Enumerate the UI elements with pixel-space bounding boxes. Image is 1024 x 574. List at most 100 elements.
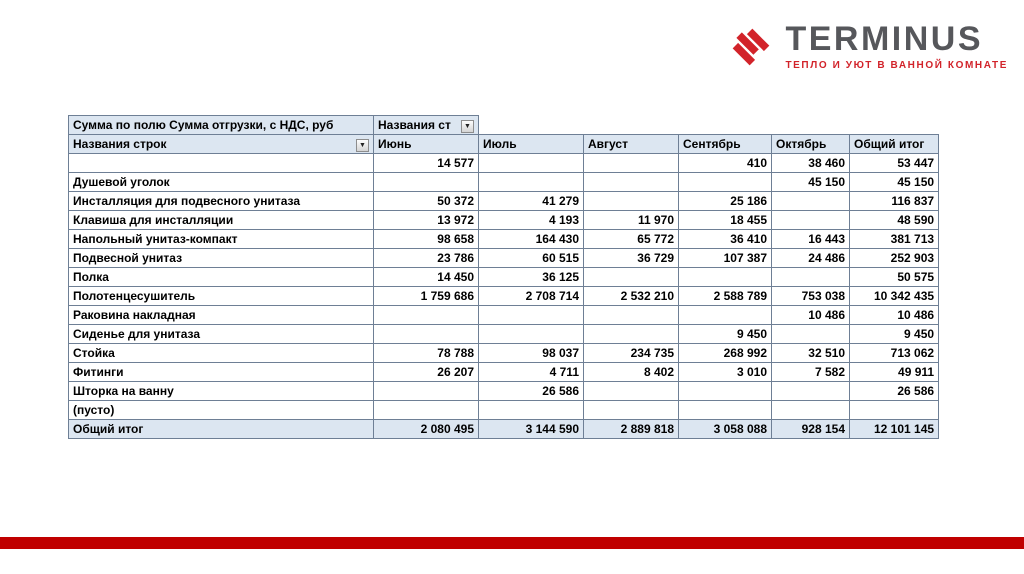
value-cell: 38 460 xyxy=(771,153,850,173)
value-cell xyxy=(583,172,679,192)
value-cell: 98 037 xyxy=(478,343,584,363)
column-header-month: Октябрь xyxy=(771,134,850,154)
data-row: Фитинги 26 207 4 711 8 402 3 010 7 582 49 911 xyxy=(68,362,940,382)
value-cell: 2 080 495 xyxy=(373,419,479,439)
value-cell: 234 735 xyxy=(583,343,679,363)
value-cell xyxy=(771,400,850,420)
column-header-month: Июль xyxy=(478,134,584,154)
data-row: Душевой уголок 45 150 45 150 xyxy=(68,172,940,192)
value-cell xyxy=(373,400,479,420)
data-row: (пусто) xyxy=(68,400,940,420)
column-filter-dropdown-icon[interactable]: ▼ xyxy=(461,119,474,133)
value-cell xyxy=(373,305,479,325)
value-cell: 7 582 xyxy=(771,362,850,382)
column-field-cell: ▼ Названия ст xyxy=(373,115,479,135)
row-label: Полка xyxy=(68,267,374,287)
value-cell: 13 972 xyxy=(373,210,479,230)
value-cell: 78 788 xyxy=(373,343,479,363)
value-cell xyxy=(373,172,479,192)
data-row: Полотенцесушитель 1 759 686 2 708 714 2 532… xyxy=(68,286,940,306)
value-cell xyxy=(478,324,584,344)
value-cell: 14 450 xyxy=(373,267,479,287)
value-cell xyxy=(583,191,679,211)
value-cell xyxy=(583,400,679,420)
brand-tagline: ТЕПЛО И УЮТ В ВАННОЙ КОМНАТЕ xyxy=(785,60,1008,71)
value-cell xyxy=(478,305,584,325)
data-row: Раковина накладная 10 486 10 486 xyxy=(68,305,940,325)
value-cell: 60 515 xyxy=(478,248,584,268)
value-cell xyxy=(678,381,772,401)
value-cell: 36 410 xyxy=(678,229,772,249)
terminus-logo: TERMINUS ТЕПЛО И УЮТ В ВАННОЙ КОМНАТЕ xyxy=(727,22,1008,71)
value-cell xyxy=(678,267,772,287)
row-label: Шторка на ванну xyxy=(68,381,374,401)
row-label: Подвесной унитаз xyxy=(68,248,374,268)
value-cell: 50 575 xyxy=(848,267,940,287)
value-cell xyxy=(583,267,679,287)
row-label: Фитинги xyxy=(68,362,374,382)
column-field-label: Названия ст xyxy=(378,117,451,132)
value-cell: 3 058 088 xyxy=(678,419,772,439)
value-cell xyxy=(373,324,479,344)
empty-area xyxy=(479,116,939,135)
value-cell: 1 759 686 xyxy=(373,286,479,306)
value-cell xyxy=(771,324,850,344)
logo-text: TERMINUS ТЕПЛО И УЮТ В ВАННОЙ КОМНАТЕ xyxy=(785,22,1008,71)
column-header-month: Сентябрь xyxy=(678,134,772,154)
value-cell: 8 402 xyxy=(583,362,679,382)
brand-name: TERMINUS xyxy=(785,20,984,58)
column-header-month: Август xyxy=(583,134,679,154)
value-cell xyxy=(478,172,584,192)
value-cell: 10 486 xyxy=(771,305,850,325)
value-cell: 26 207 xyxy=(373,362,479,382)
value-cell: 16 443 xyxy=(771,229,850,249)
value-cell xyxy=(583,305,679,325)
value-cell: 381 713 xyxy=(848,229,940,249)
row-field-label: Названия строк xyxy=(73,136,167,151)
value-cell xyxy=(373,381,479,401)
grand-total-row: Общий итог 2 080 495 3 144 590 2 889 818 3 0… xyxy=(68,419,940,439)
value-cell: 65 772 xyxy=(583,229,679,249)
value-cell: 12 101 145 xyxy=(848,419,940,439)
row-label: (пусто) xyxy=(68,400,374,420)
value-cell: 41 279 xyxy=(478,191,584,211)
value-cell xyxy=(678,172,772,192)
value-cell: 49 911 xyxy=(848,362,940,382)
value-cell: 2 588 789 xyxy=(678,286,772,306)
data-row: Напольный унитаз-компакт 98 658 164 430 65 … xyxy=(68,229,940,249)
value-cell xyxy=(771,191,850,211)
row-label: Напольный унитаз-компакт xyxy=(68,229,374,249)
data-row: Клавиша для инсталляции 13 972 4 193 11 970… xyxy=(68,210,940,230)
value-cell: 928 154 xyxy=(771,419,850,439)
data-row: Шторка на ванну 26 586 26 586 xyxy=(68,381,940,401)
value-cell xyxy=(771,210,850,230)
value-cell xyxy=(583,324,679,344)
value-cell: 98 658 xyxy=(373,229,479,249)
row-label: Душевой уголок xyxy=(68,172,374,192)
value-cell: 24 486 xyxy=(771,248,850,268)
row-filter-dropdown-icon[interactable]: ▼ xyxy=(356,138,369,152)
value-cell xyxy=(678,305,772,325)
row-label: Клавиша для инсталляции xyxy=(68,210,374,230)
value-cell: 36 729 xyxy=(583,248,679,268)
value-cell: 116 837 xyxy=(848,191,940,211)
value-cell xyxy=(583,153,679,173)
data-row: Стойка 78 788 98 037 234 735 268 992 32 510 71… xyxy=(68,343,940,363)
data-row: Полка 14 450 36 125 50 575 xyxy=(68,267,940,287)
value-cell: 53 447 xyxy=(848,153,940,173)
value-cell: 18 455 xyxy=(678,210,772,230)
value-cell: 36 125 xyxy=(478,267,584,287)
value-cell: 25 186 xyxy=(678,191,772,211)
value-cell: 164 430 xyxy=(478,229,584,249)
value-cell xyxy=(771,267,850,287)
value-cell: 2 889 818 xyxy=(583,419,679,439)
value-cell: 268 992 xyxy=(678,343,772,363)
value-cell: 26 586 xyxy=(848,381,940,401)
value-cell: 410 xyxy=(678,153,772,173)
column-headers-row: ▼ Названия строк Июнь Июль Август Сентябрь О… xyxy=(68,134,940,154)
row-label: Полотенцесушитель xyxy=(68,286,374,306)
row-label xyxy=(68,153,374,173)
value-cell: 9 450 xyxy=(678,324,772,344)
value-cell: 48 590 xyxy=(848,210,940,230)
value-cell: 2 532 210 xyxy=(583,286,679,306)
